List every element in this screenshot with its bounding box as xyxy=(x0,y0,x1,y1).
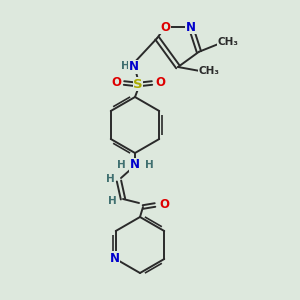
Text: H: H xyxy=(145,160,153,170)
Text: O: O xyxy=(155,76,165,89)
Text: H: H xyxy=(121,61,129,71)
Text: N: N xyxy=(110,251,120,265)
Text: N: N xyxy=(186,21,196,34)
Text: S: S xyxy=(133,77,143,91)
Text: H: H xyxy=(108,196,116,206)
Text: CH₃: CH₃ xyxy=(199,66,220,76)
Text: O: O xyxy=(111,76,121,89)
Text: O: O xyxy=(159,199,169,212)
Text: O: O xyxy=(160,21,170,34)
Text: CH₃: CH₃ xyxy=(218,37,239,47)
Text: H: H xyxy=(106,174,114,184)
Text: N: N xyxy=(130,158,140,172)
Text: H: H xyxy=(117,160,125,170)
Text: N: N xyxy=(129,61,139,74)
